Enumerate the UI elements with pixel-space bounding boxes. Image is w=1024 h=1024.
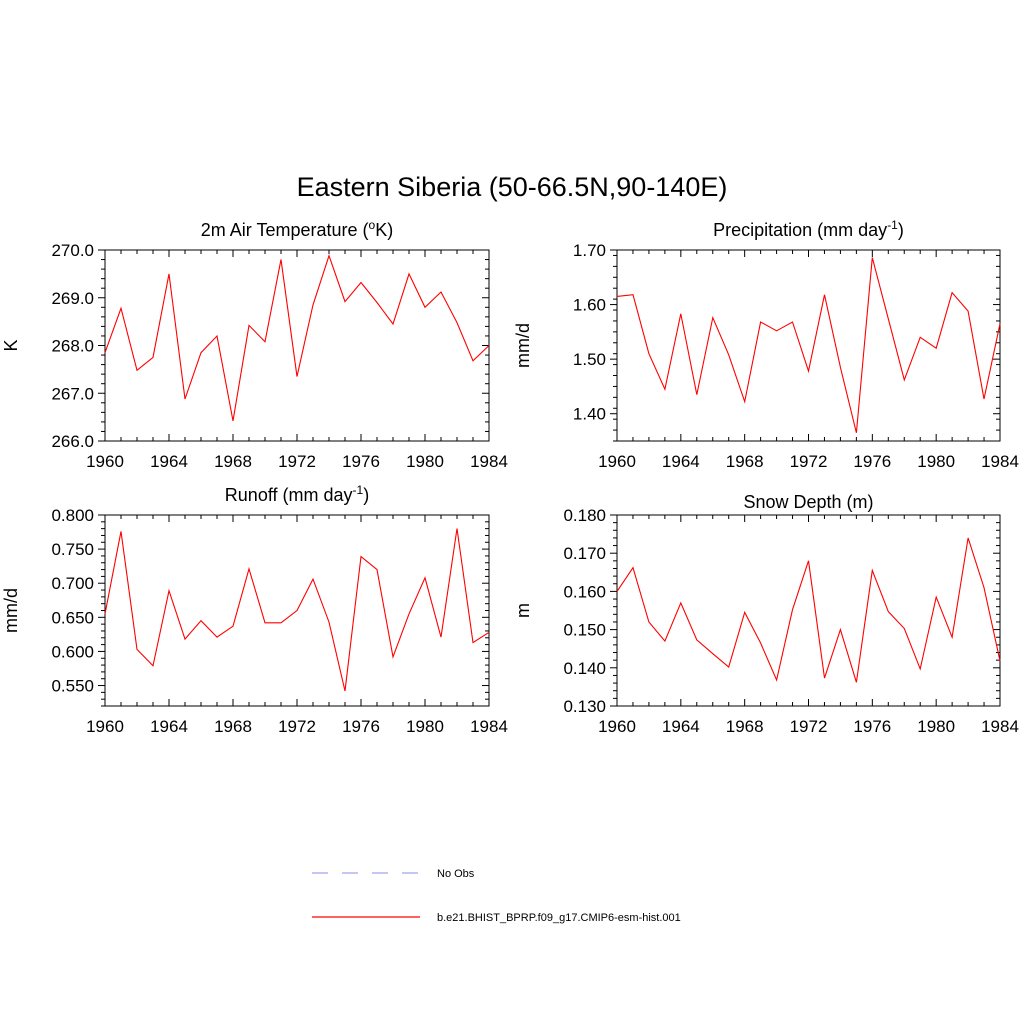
x-tick-label: 1964 bbox=[150, 452, 188, 471]
series-line bbox=[616, 257, 1001, 433]
y-tick-label: 0.160 bbox=[563, 582, 606, 601]
figure-title: Eastern Siberia (50-66.5N,90-140E) bbox=[297, 172, 728, 202]
x-tick-label: 1984 bbox=[470, 717, 508, 736]
y-tick-label: 0.140 bbox=[563, 659, 606, 678]
x-tick-label: 1984 bbox=[981, 452, 1019, 471]
y-axis-label: mm/d bbox=[513, 323, 533, 368]
y-tick-label: 270.0 bbox=[51, 241, 94, 260]
y-tick-label: 0.750 bbox=[51, 540, 94, 559]
y-tick-label: 0.550 bbox=[51, 677, 94, 696]
title-segment: K) bbox=[375, 220, 393, 240]
panel-title: Runoff (mm day-1) bbox=[225, 483, 369, 505]
plot-frame bbox=[616, 514, 1001, 707]
x-tick-label: 1960 bbox=[598, 452, 636, 471]
y-tick-label: 0.650 bbox=[51, 608, 94, 627]
y-tick-label: 0.180 bbox=[563, 506, 606, 525]
title-segment: Snow Depth (m) bbox=[743, 492, 873, 512]
x-tick-label: 1972 bbox=[790, 717, 828, 736]
x-tick-label: 1972 bbox=[278, 717, 316, 736]
legend-label-1: No Obs bbox=[437, 868, 475, 880]
title-segment: ) bbox=[898, 220, 904, 240]
chart-panel-1: 1960 1964 1968 1972 1976 1980 1984 266.0 267.0 26… bbox=[1, 218, 508, 471]
y-tick-label: 266.0 bbox=[51, 432, 94, 451]
chart-panel-3: 1960 1964 1968 1972 1976 1980 1984 0.550 0.600 0.… bbox=[1, 483, 508, 736]
y-tick-label: 1.50 bbox=[573, 350, 606, 369]
series-line bbox=[104, 528, 490, 692]
title-superscript: o bbox=[369, 218, 376, 232]
x-tick-label: 1980 bbox=[406, 452, 444, 471]
y-tick-label: 1.60 bbox=[573, 296, 606, 315]
title-segment: Runoff (mm day bbox=[225, 485, 353, 505]
chart-panel-2: 1960 1964 1968 1972 1976 1980 1984 1.40 1.50 1.60… bbox=[513, 218, 1019, 471]
legend-label-2: b.e21.BHIST_BPRP.f09_g17.CMIP6-esm-hist.… bbox=[437, 912, 681, 924]
title-segment: Precipitation (mm day bbox=[713, 220, 887, 240]
y-tick-label: 0.150 bbox=[563, 621, 606, 640]
x-tick-label: 1972 bbox=[278, 452, 316, 471]
panel-title: Snow Depth (m) bbox=[743, 492, 873, 512]
legend: No Obs b.e21.BHIST_BPRP.f09_g17.CMIP6-esm… bbox=[312, 868, 681, 924]
y-tick-label: 0.600 bbox=[51, 642, 94, 661]
x-tick-label: 1968 bbox=[214, 717, 252, 736]
title-superscript: -1 bbox=[887, 218, 898, 232]
y-tick-label: 267.0 bbox=[51, 384, 94, 403]
y-axis-label: K bbox=[1, 339, 21, 351]
y-tick-label: 0.800 bbox=[51, 506, 94, 525]
x-tick-label: 1972 bbox=[790, 452, 828, 471]
panels: 1960 1964 1968 1972 1976 1980 1984 266.0 267.0 26… bbox=[1, 218, 1019, 736]
y-tick-label: 0.700 bbox=[51, 574, 94, 593]
panel-title: 2m Air Temperature (oK) bbox=[201, 218, 393, 240]
chart-panel-4: 1960 1964 1968 1972 1976 1980 1984 0.130 0.140 0.… bbox=[513, 492, 1019, 736]
panel-title: Precipitation (mm day-1) bbox=[713, 218, 904, 240]
y-tick-label: 0.130 bbox=[563, 697, 606, 716]
x-tick-label: 1980 bbox=[917, 452, 955, 471]
x-tick-label: 1968 bbox=[726, 717, 764, 736]
x-tick-label: 1976 bbox=[853, 717, 891, 736]
x-tick-label: 1960 bbox=[598, 717, 636, 736]
series-line bbox=[616, 537, 1001, 683]
y-tick-label: 1.40 bbox=[573, 405, 606, 424]
x-tick-label: 1976 bbox=[342, 717, 380, 736]
x-tick-label: 1984 bbox=[470, 452, 508, 471]
x-tick-label: 1960 bbox=[86, 452, 124, 471]
x-tick-label: 1964 bbox=[662, 452, 700, 471]
x-tick-label: 1964 bbox=[662, 717, 700, 736]
title-superscript: -1 bbox=[353, 483, 364, 497]
series-line bbox=[104, 253, 490, 422]
x-tick-label: 1980 bbox=[406, 717, 444, 736]
y-axis-label: mm/d bbox=[1, 588, 21, 633]
y-tick-label: 0.170 bbox=[563, 544, 606, 563]
x-tick-label: 1976 bbox=[853, 452, 891, 471]
x-tick-label: 1968 bbox=[214, 452, 252, 471]
y-tick-label: 268.0 bbox=[51, 337, 94, 356]
x-tick-label: 1964 bbox=[150, 717, 188, 736]
x-tick-label: 1980 bbox=[917, 717, 955, 736]
title-segment: ) bbox=[363, 485, 369, 505]
x-tick-label: 1960 bbox=[86, 717, 124, 736]
title-segment: 2m Air Temperature ( bbox=[201, 220, 369, 240]
plot-frame bbox=[104, 249, 490, 442]
y-tick-label: 1.70 bbox=[573, 241, 606, 260]
y-tick-label: 269.0 bbox=[51, 289, 94, 308]
x-tick-label: 1984 bbox=[981, 717, 1019, 736]
x-tick-label: 1968 bbox=[726, 452, 764, 471]
y-axis-label: m bbox=[513, 603, 533, 618]
x-tick-label: 1976 bbox=[342, 452, 380, 471]
